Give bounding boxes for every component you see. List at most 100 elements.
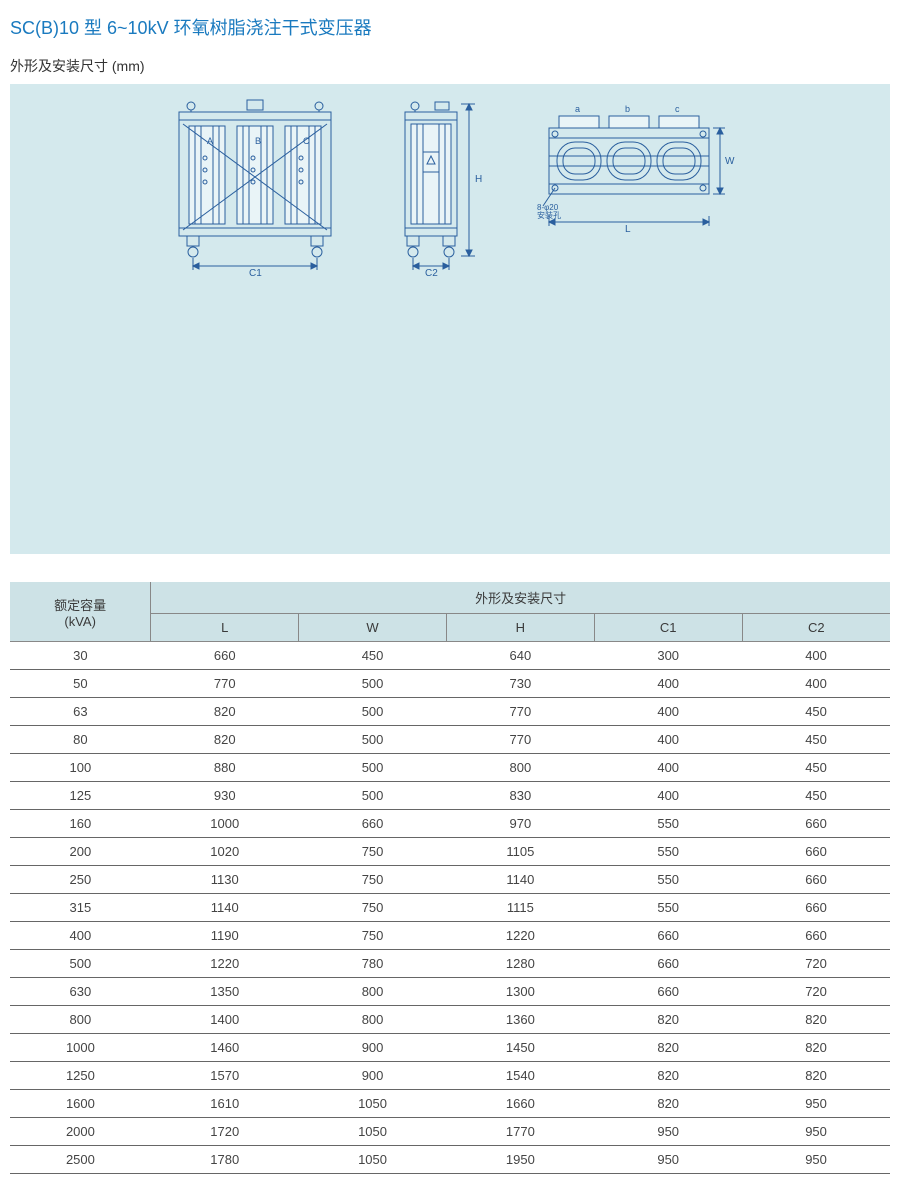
table-cell: 400 <box>594 782 742 810</box>
table-cell: 400 <box>742 642 890 670</box>
th-capacity-l2: (kVA) <box>64 614 96 629</box>
table-cell: 400 <box>742 670 890 698</box>
table-cell: 1130 <box>151 866 299 894</box>
table-cell: 660 <box>299 810 447 838</box>
table-row: 63013508001300660720 <box>10 978 890 1006</box>
table-cell: 500 <box>299 754 447 782</box>
th-capacity-l1: 额定容量 <box>54 598 106 613</box>
table-cell: 300 <box>594 642 742 670</box>
th-w: W <box>299 614 447 642</box>
table-cell: 1600 <box>10 1090 151 1118</box>
table-row: 80014008001360820820 <box>10 1006 890 1034</box>
th-l: L <box>151 614 299 642</box>
table-row: 125015709001540820820 <box>10 1062 890 1090</box>
table-cell: 50 <box>10 670 151 698</box>
table-cell: 400 <box>594 754 742 782</box>
table-cell: 160 <box>10 810 151 838</box>
diagram-top-view: a b c 8-φ20 安装孔 L W <box>535 98 735 248</box>
table-cell: 400 <box>594 698 742 726</box>
table-cell: 400 <box>10 922 151 950</box>
table-cell: 660 <box>742 866 890 894</box>
table-cell: 1280 <box>446 950 594 978</box>
hole-note-2: 安装孔 <box>537 210 561 220</box>
table-cell: 63 <box>10 698 151 726</box>
table-cell: 750 <box>299 866 447 894</box>
table-cell: 660 <box>742 810 890 838</box>
dimensions-table: 额定容量 (kVA) 外形及安装尺寸 L W H C1 C2 306604506… <box>10 582 890 1174</box>
table-cell: 80 <box>10 726 151 754</box>
table-cell: 1220 <box>151 950 299 978</box>
table-cell: 1300 <box>446 978 594 1006</box>
diagram-panel: A B C C1 <box>10 84 890 554</box>
th-dim-group: 外形及安装尺寸 <box>151 582 890 614</box>
table-cell: 550 <box>594 866 742 894</box>
table-cell: 1050 <box>299 1090 447 1118</box>
table-cell: 820 <box>594 1090 742 1118</box>
table-cell: 780 <box>299 950 447 978</box>
table-row: 50012207801280660720 <box>10 950 890 978</box>
table-cell: 640 <box>446 642 594 670</box>
table-cell: 660 <box>594 950 742 978</box>
dim-label-h: H <box>475 174 482 185</box>
table-cell: 1250 <box>10 1062 151 1090</box>
table-cell: 660 <box>594 922 742 950</box>
page-title: SC(B)10 型 6~10kV 环氧树脂浇注干式变压器 <box>10 14 890 40</box>
table-cell: 1000 <box>10 1034 151 1062</box>
table-cell: 1450 <box>446 1034 594 1062</box>
table-cell: 500 <box>299 670 447 698</box>
table-cell: 450 <box>299 642 447 670</box>
table-cell: 550 <box>594 810 742 838</box>
table-row: 100014609001450820820 <box>10 1034 890 1062</box>
table-cell: 550 <box>594 838 742 866</box>
table-cell: 1400 <box>151 1006 299 1034</box>
table-cell: 1360 <box>446 1006 594 1034</box>
table-cell: 930 <box>151 782 299 810</box>
table-cell: 630 <box>10 978 151 1006</box>
table-cell: 820 <box>151 698 299 726</box>
table-cell: 950 <box>742 1118 890 1146</box>
th-capacity: 额定容量 (kVA) <box>10 582 151 642</box>
table-cell: 500 <box>299 698 447 726</box>
table-cell: 100 <box>10 754 151 782</box>
table-cell: 400 <box>594 670 742 698</box>
table-cell: 1780 <box>151 1146 299 1174</box>
table-cell: 1950 <box>446 1146 594 1174</box>
table-cell: 450 <box>742 698 890 726</box>
table-cell: 1020 <box>151 838 299 866</box>
table-row: 63820500770400450 <box>10 698 890 726</box>
section-subtitle: 外形及安装尺寸 (mm) <box>10 56 890 76</box>
table-cell: 450 <box>742 726 890 754</box>
table-cell: 950 <box>594 1118 742 1146</box>
table-row: 1600161010501660820950 <box>10 1090 890 1118</box>
table-cell: 950 <box>742 1090 890 1118</box>
coil-label-a: A <box>207 136 213 146</box>
table-cell: 880 <box>151 754 299 782</box>
table-row: 30660450640300400 <box>10 642 890 670</box>
table-cell: 750 <box>299 894 447 922</box>
table-cell: 820 <box>742 1006 890 1034</box>
table-cell: 400 <box>594 726 742 754</box>
th-c2: C2 <box>742 614 890 642</box>
table-cell: 125 <box>10 782 151 810</box>
coil-label-c: C <box>303 136 310 146</box>
table-cell: 900 <box>299 1062 447 1090</box>
table-cell: 2500 <box>10 1146 151 1174</box>
table-cell: 800 <box>299 1006 447 1034</box>
table-cell: 660 <box>742 894 890 922</box>
table-cell: 1140 <box>446 866 594 894</box>
table-cell: 820 <box>594 1006 742 1034</box>
table-row: 125930500830400450 <box>10 782 890 810</box>
table-cell: 1000 <box>151 810 299 838</box>
table-row: 100880500800400450 <box>10 754 890 782</box>
table-cell: 1770 <box>446 1118 594 1146</box>
table-cell: 730 <box>446 670 594 698</box>
dim-label-w: W <box>725 156 735 167</box>
table-cell: 1105 <box>446 838 594 866</box>
table-cell: 660 <box>151 642 299 670</box>
table-cell: 1190 <box>151 922 299 950</box>
table-cell: 720 <box>742 950 890 978</box>
table-cell: 770 <box>446 726 594 754</box>
table-cell: 550 <box>594 894 742 922</box>
table-row: 2500178010501950950950 <box>10 1146 890 1174</box>
table-cell: 720 <box>742 978 890 1006</box>
